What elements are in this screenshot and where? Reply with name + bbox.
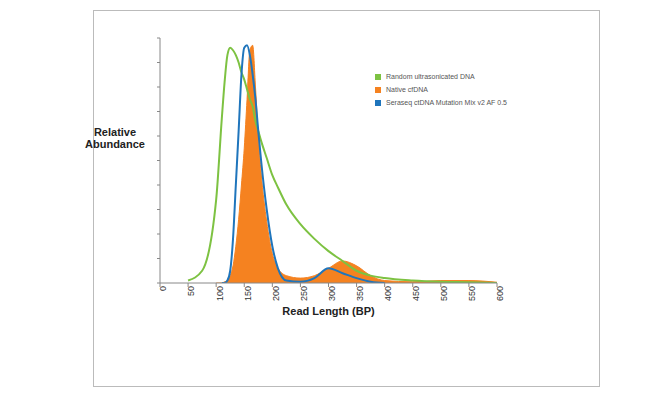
svg-text:150: 150: [243, 286, 253, 301]
svg-text:400: 400: [383, 286, 393, 301]
html-text:Random ultrasonicated DNA: Random ultrasonicated DNA: [386, 73, 475, 80]
svg-text:50: 50: [186, 286, 196, 296]
svg-text:250: 250: [299, 286, 309, 301]
svg-text:500: 500: [439, 286, 449, 301]
svg-text:300: 300: [327, 286, 337, 301]
svg-text:200: 200: [271, 286, 281, 301]
html-text:Read Length (BP): Read Length (BP): [282, 305, 375, 317]
svg-text:550: 550: [467, 286, 477, 301]
svg-text:0: 0: [158, 286, 168, 291]
svg-text:350: 350: [355, 286, 365, 301]
html-text:Seraseq ctDNA Mutation Mix v2: Seraseq ctDNA Mutation Mix v2 AF 0.5: [386, 99, 507, 106]
svg-text:100: 100: [215, 286, 225, 301]
html-text:Relative Abundance: Relative Abundance: [85, 126, 145, 150]
svg-text:600: 600: [495, 286, 505, 301]
svg-text:450: 450: [411, 286, 421, 301]
html-text:Native cfDNA: Native cfDNA: [386, 86, 428, 93]
